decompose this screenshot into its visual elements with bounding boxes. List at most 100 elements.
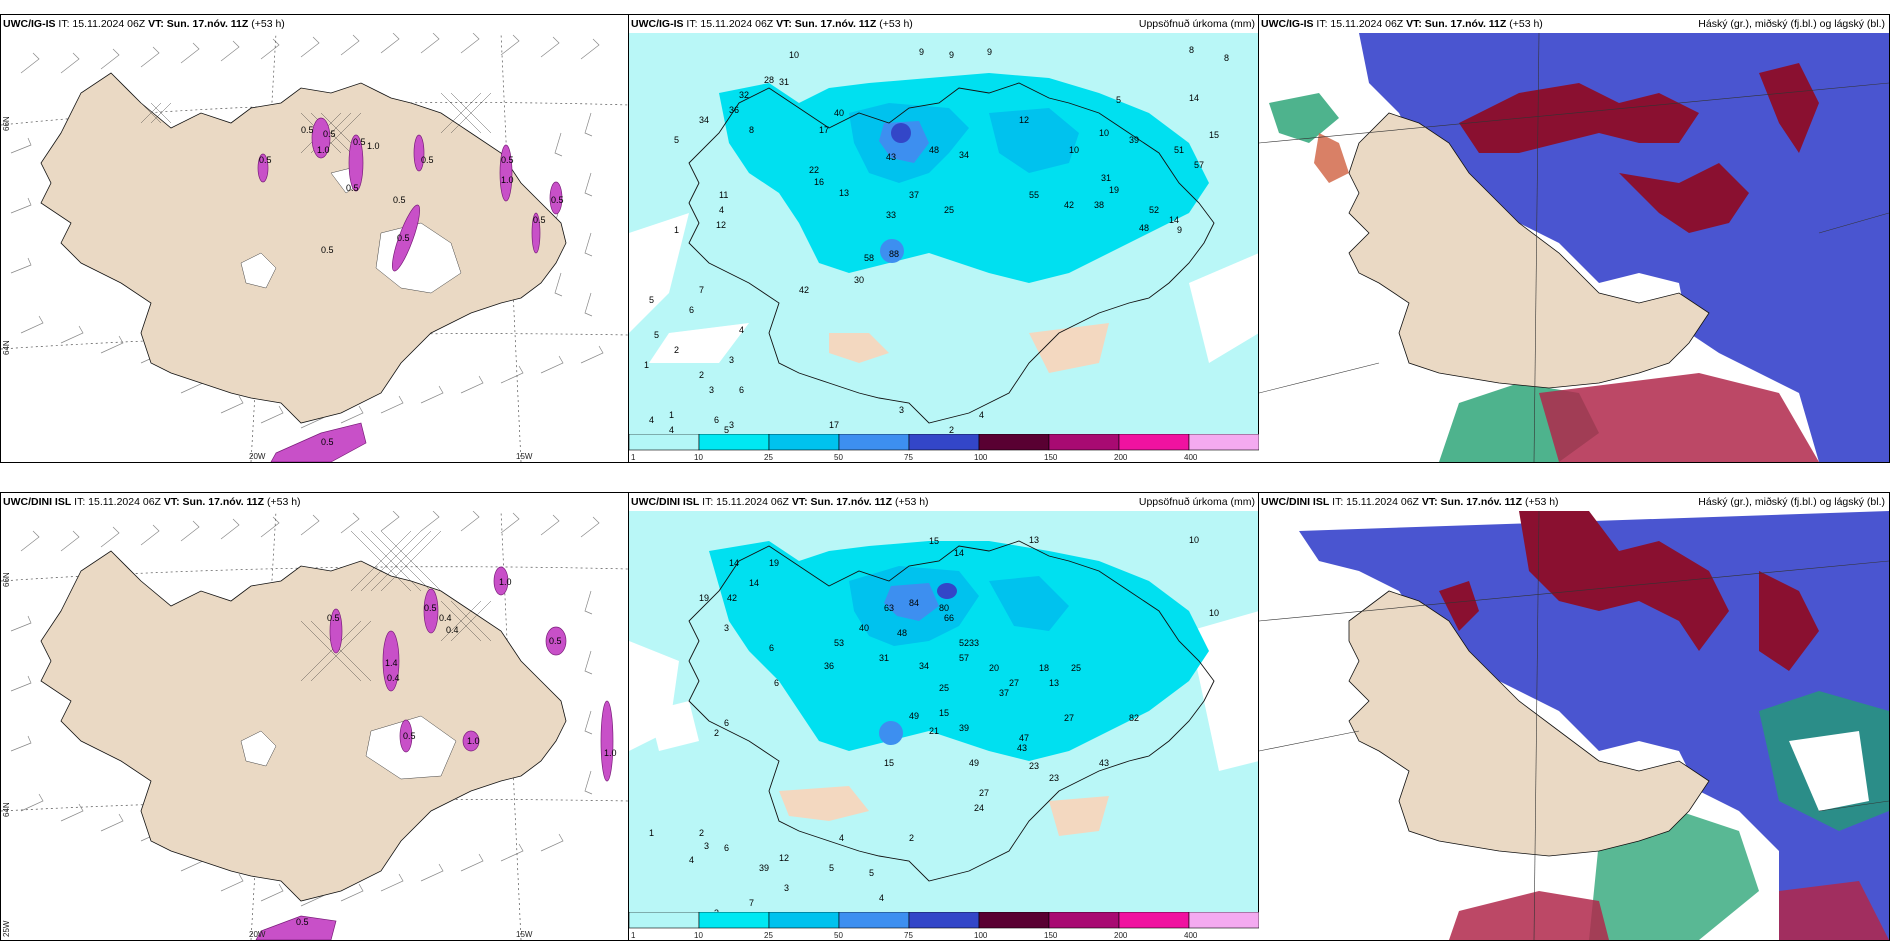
precip-value: 8 [1189,45,1194,55]
precip-value: 5 [649,295,654,305]
colorbar-swatch [768,434,840,451]
precip-value: 6 [724,843,729,853]
wind-value: 0.5 [533,215,546,225]
iceland-land [40,72,567,424]
precip-panel-bottom: UWC/DINI ISL IT: 15.11.2024 06Z VT: Sun.… [628,492,1260,941]
precip-value: 9 [919,47,924,57]
wind-value: 0.5 [301,125,314,135]
colorbar-tick: 200 [1114,931,1128,940]
precip-value: 4 [689,855,694,865]
precip-value: 16 [814,177,824,187]
precip-value: 3 [704,841,709,851]
precip-value: 2 [674,345,679,355]
precip-value: 1 [649,828,654,838]
valid-time: VT: Sun. 17.nóv. 11Z [791,496,893,508]
colorbar: 1 10 25 50 75 100 150 200 400 [629,912,1259,940]
precip-value: 33 [969,638,979,648]
panel-header: UWC/IG-IS IT: 15.11.2024 06Z VT: Sun. 17… [1261,16,1885,32]
wind-map: 0.5 1.0 0.5 0.5 0.5 0.5 0.5 0.5 0.5 1.0 … [1,33,629,462]
precip-value: 19 [1109,185,1119,195]
field-title: Háský (gr.), miðský (fj.bl.) og lágský (… [1698,18,1885,30]
precip-value: 31 [1101,173,1111,183]
colorbar-tick: 25 [764,453,773,462]
precip-value: 57 [959,653,969,663]
high-cloud [1459,63,1819,233]
precip-value: 52 [959,638,969,648]
wind-panel-bottom: UWC/DINI ISL IT: 15.11.2024 06Z VT: Sun.… [0,492,630,941]
precip-value: 15 [884,758,894,768]
precip-value: 22 [809,165,819,175]
init-time: IT: 15.11.2024 06Z [58,18,146,30]
precip-value: 53 [834,638,844,648]
wind-value: 0.4 [446,625,459,635]
precip-value: 3 [899,405,904,415]
precip-value: 20 [989,663,999,673]
wind-value: 0.5 [321,245,334,255]
precip-value: 42 [727,593,737,603]
valid-time: VT: Sun. 17.nóv. 11Z [776,18,877,30]
valid-time: VT: Sun. 17.nóv. 11Z [148,18,249,30]
precip-value: 14 [749,578,759,588]
precip-value: 40 [834,108,844,118]
precip-value: 5 [654,330,659,340]
lon-label-20: 20W [249,452,266,461]
precip-value: 14 [1169,215,1179,225]
colorbar-swatch [908,434,980,451]
colorbar-tick: 200 [1114,453,1128,462]
precip-value: 13 [839,188,849,198]
hatch-areas [300,530,492,682]
precip-value: 33 [886,210,896,220]
precip-value: 9 [987,47,992,57]
cloud-map [1259,33,1889,462]
colorbar-tick: 10 [694,931,703,940]
colorbar-tick: 1 [631,453,636,462]
model-name: UWC/DINI ISL [3,496,72,508]
precip-value: 43 [1017,743,1027,753]
precip-value: 66 [944,613,954,623]
precip-value: 42 [1064,200,1074,210]
precip-value: 5 [674,135,679,145]
colorbar-swatch [698,912,770,929]
precip-value: 34 [959,150,969,160]
model-name: UWC/IG-IS [631,18,684,30]
precip-value: 23 [1029,761,1039,771]
precip-value: 27 [979,788,989,798]
colorbar-swatch [1118,434,1190,451]
precip-value: 2 [699,370,704,380]
precip-value: 1 [644,360,649,370]
precip-value: 31 [779,77,789,87]
precip-value: 18 [1039,663,1049,673]
precip-value: 5 [1116,95,1121,105]
precip-value: 8 [1224,53,1229,63]
precip-value: 25 [1071,663,1081,673]
precip-value: 49 [909,711,919,721]
precip-value: 3 [729,355,734,365]
wind-barbs [10,33,604,429]
wind-value: 1.0 [317,145,330,155]
colorbar-tick: 400 [1184,931,1198,940]
precip-value: 4 [839,833,844,843]
precip-value: 34 [699,115,709,125]
colorbar-swatch [629,434,700,451]
wind-value: 0.5 [549,636,562,646]
precip-value: 4 [719,205,724,215]
precip-value: 8 [749,125,754,135]
precip-value: 4 [669,425,674,435]
precip-value: 55 [1029,190,1039,200]
model-name: UWC/IG-IS [3,18,56,30]
wind-value: 0.5 [323,129,336,139]
precip-value: 63 [884,603,894,613]
wind-value: 0.5 [501,155,514,165]
colorbar: 1 10 25 50 75 100 150 200 400 [629,434,1259,462]
precip-value: 3 [784,883,789,893]
precip-value: 9 [1177,225,1182,235]
precip-value: 6 [769,643,774,653]
wind-value: 0.5 [346,183,359,193]
precip-value: 15 [939,708,949,718]
precip-value: 12 [779,853,789,863]
colorbar-tick: 50 [834,453,843,462]
precip-value: 14 [1189,93,1199,103]
wind-values: 0.5 1.0 0.5 0.5 0.5 0.5 0.5 0.5 0.5 1.0 … [259,125,564,447]
precip-value: 2 [699,828,704,838]
precip-value: 17 [829,420,839,430]
